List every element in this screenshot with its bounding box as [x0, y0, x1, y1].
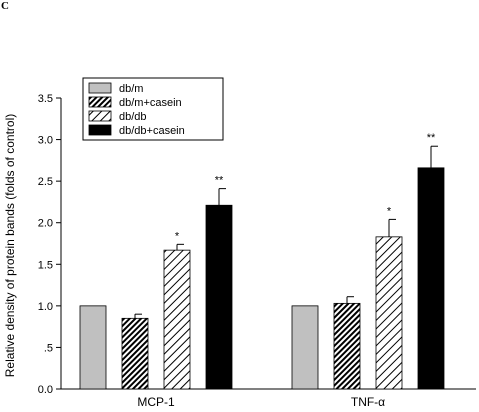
- significance-label: *: [387, 205, 392, 217]
- bar: [291, 305, 319, 390]
- y-tick-label: 0.0: [38, 384, 53, 396]
- legend-swatch: [88, 82, 112, 94]
- bar: [375, 236, 403, 390]
- legend-label: db/db: [119, 111, 147, 123]
- y-tick-label: 1.0: [38, 301, 53, 313]
- legend-label: db/db+casein: [119, 125, 185, 137]
- panel-label: C: [1, 0, 9, 12]
- x-tick-label: TNF-α: [351, 395, 385, 409]
- bar: [333, 302, 361, 390]
- bar: [417, 167, 445, 390]
- x-tick-label: MCP-1: [137, 395, 175, 409]
- legend-swatch: [88, 124, 112, 136]
- significance-label: **: [215, 175, 224, 187]
- y-tick-label: 3.0: [38, 135, 53, 147]
- bar: [121, 317, 149, 390]
- y-axis-title: Relative density of protein bands (folds…: [3, 114, 17, 377]
- legend-label: db/m+casein: [119, 97, 182, 109]
- bar: [163, 249, 191, 390]
- legend-label: db/m: [119, 83, 143, 95]
- legend-swatch: [88, 96, 112, 108]
- y-tick-label: 1.5: [38, 259, 53, 271]
- significance-label: **: [427, 132, 436, 144]
- y-tick-label: 2.5: [38, 176, 53, 188]
- y-tick-label: 3.5: [38, 93, 53, 105]
- legend-swatch: [88, 110, 112, 122]
- bar: [79, 305, 107, 390]
- bar: [205, 204, 233, 390]
- y-tick-label: .5: [44, 342, 53, 354]
- significance-label: *: [175, 230, 180, 242]
- y-tick-label: 2.0: [38, 218, 53, 230]
